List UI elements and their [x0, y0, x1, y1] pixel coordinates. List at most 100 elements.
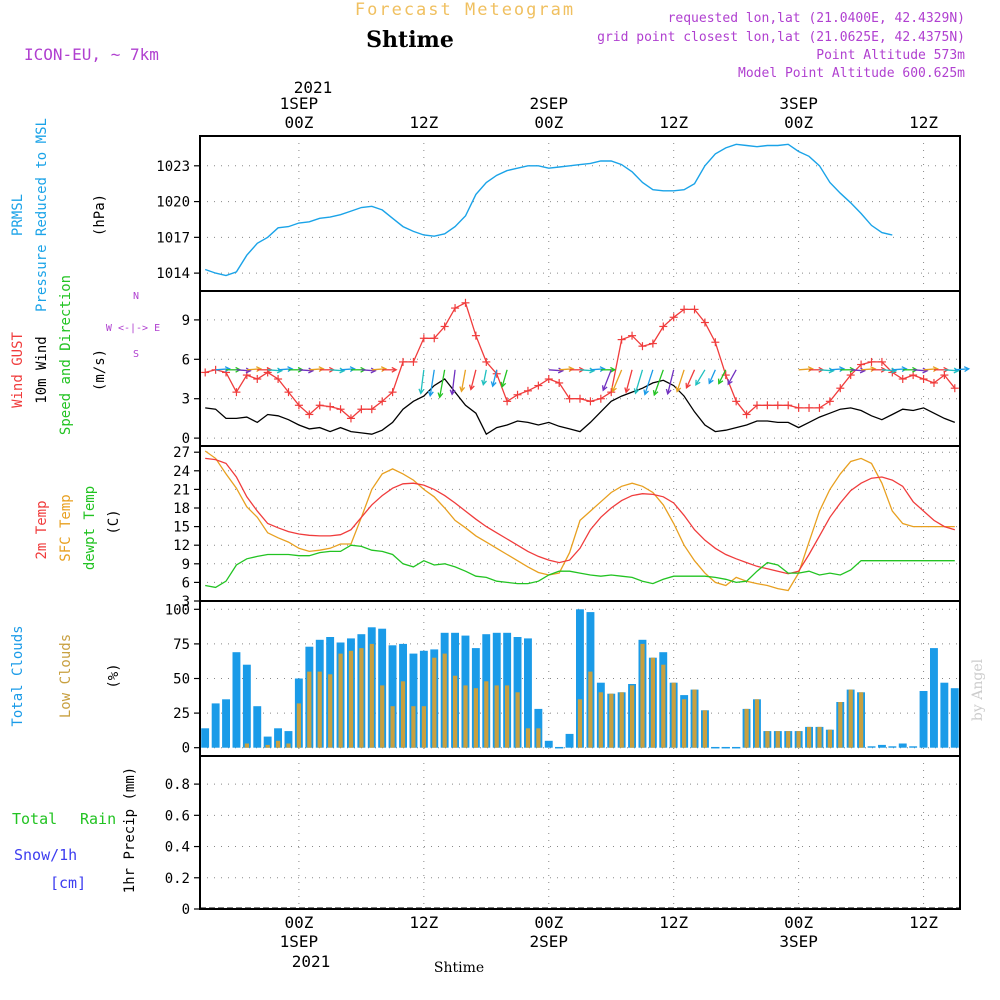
- wind-direction-arrowhead: [481, 379, 487, 387]
- low-cloud-bar: [380, 685, 385, 748]
- wind-direction-arrowhead: [922, 367, 929, 374]
- bottom-year-label: 2021: [292, 952, 331, 971]
- wind-direction-arrow: [923, 368, 938, 371]
- wind-direction-arrowhead: [245, 367, 252, 374]
- snow-label: Snow/1h: [14, 846, 77, 864]
- wind-direction-arrowhead: [717, 378, 724, 385]
- top-time-label: 3SEP: [779, 94, 818, 113]
- wind-direction-arrowhead: [224, 366, 231, 373]
- wind-direction-arrow: [278, 368, 293, 371]
- pressure-line: [204, 143, 893, 277]
- low-cloud-bar: [453, 675, 458, 748]
- wind-direction-arrowhead: [624, 387, 630, 394]
- low-cloud-bar: [296, 703, 301, 748]
- compass-west-east: W <-|-> E: [106, 323, 160, 334]
- total-cloud-bar: [576, 609, 584, 748]
- compass-south: S: [133, 349, 139, 360]
- low-cloud-bar: [775, 731, 780, 748]
- top-time-label: 12Z: [659, 113, 688, 132]
- low-cloud-bar: [244, 743, 249, 748]
- wind-direction-arrow: [267, 369, 282, 372]
- wind-direction-arrowhead: [611, 386, 617, 393]
- temperature-panel-frame: [199, 445, 961, 602]
- wind-direction-arrowhead: [901, 366, 908, 373]
- wind-direction-arrowhead: [675, 386, 682, 393]
- wind-direction-arrowhead: [708, 378, 714, 385]
- precipitation-ytick-label: 0: [182, 902, 190, 918]
- low-cloud-bar: [338, 653, 343, 748]
- low-cloud-bar: [515, 692, 520, 748]
- bottom-time-label: 00Z: [534, 913, 563, 932]
- precipitation-ytick-label: 0.4: [165, 840, 190, 856]
- model-label: ICON-EU, ~ 7km: [24, 45, 159, 64]
- temp-2m-label: 2m Temp: [34, 500, 50, 559]
- wind-direction-arrow: [612, 369, 623, 392]
- wind-direction-arrow: [482, 369, 487, 385]
- temp-sfc-label: SFC Temp: [58, 494, 74, 561]
- precipitation-ytick-label: 0.8: [165, 777, 190, 793]
- low-cloud-bar: [432, 657, 437, 748]
- pressure-panel-frame: [199, 135, 961, 292]
- total-cloud-bar: [201, 728, 210, 748]
- temperature-ytick-label: 24: [173, 464, 190, 480]
- wind-direction-arrow: [718, 369, 727, 384]
- cloud-labels: Total Clouds Low Clouds (%): [10, 625, 122, 726]
- wind-direction-arrowhead: [963, 366, 971, 373]
- wind-direction-arrow: [548, 369, 563, 372]
- low-cloud-bar: [484, 681, 489, 748]
- low-cloud-bar: [754, 699, 760, 748]
- wind-direction-arrow: [861, 368, 876, 371]
- wind-direction-arrow: [298, 369, 313, 372]
- wind-direction-arrowhead: [643, 389, 649, 396]
- wind-direction-arrow: [420, 369, 425, 394]
- pressure-ytick-label: 1020: [156, 195, 190, 211]
- wind-direction-arrowhead: [828, 367, 835, 374]
- wind-direction-arrowhead: [599, 366, 606, 373]
- wind-direction-arrow: [685, 369, 696, 389]
- low-cloud-bar: [630, 685, 635, 748]
- wind-direction-arrowhead: [557, 367, 565, 374]
- wind-direction-arrow: [850, 369, 865, 372]
- total-cloud-bar: [524, 638, 532, 748]
- wind-direction-arrow: [634, 369, 644, 394]
- pressure-label-prmsl: PRMSL: [10, 194, 26, 236]
- precip-labels: Total Rain Snow/1h [cm] 1hr Precip (mm): [12, 767, 138, 893]
- low-cloud-bar: [421, 706, 426, 748]
- low-cloud-bar: [463, 685, 468, 748]
- wind-direction-arrowhead: [839, 366, 846, 373]
- total-cloud-bar: [253, 706, 262, 748]
- total-clouds-label: Total Clouds: [10, 625, 26, 726]
- temp-sfc-line: [204, 450, 955, 592]
- clouds-ytick-label: 0: [182, 741, 190, 757]
- pressure-label-name: Pressure Reduced to MSL: [34, 118, 50, 312]
- wind-direction-arrowhead: [665, 388, 672, 396]
- wind-direction-arrow: [501, 369, 508, 387]
- total-cloud-bar: [211, 703, 220, 748]
- low-cloud-bar: [786, 731, 791, 748]
- wind-direction-arrowhead: [318, 366, 325, 373]
- wind-direction-arrowhead: [727, 379, 733, 386]
- total-cloud-bar: [388, 645, 397, 748]
- low-cloud-bar: [859, 692, 864, 748]
- wind-direction-arrowhead: [418, 388, 425, 395]
- low-cloud-bar: [838, 702, 843, 748]
- wind-gust-label: Wind GUST: [10, 332, 26, 408]
- wind-direction-arrowhead: [870, 366, 877, 373]
- clouds-ytick-label: 50: [173, 672, 190, 688]
- wind-ytick-label: 9: [182, 313, 190, 329]
- pressure-ytick-label: 1014: [156, 266, 190, 282]
- wind-direction-arrowhead: [807, 366, 814, 373]
- low-cloud-bar: [671, 682, 676, 748]
- wind-direction-arrow: [246, 368, 261, 371]
- low-cloud-bar: [640, 643, 645, 748]
- total-cloud-bar: [919, 691, 928, 748]
- low-cloud-bar: [661, 664, 666, 748]
- wind-direction-arrow: [340, 368, 355, 371]
- compass-icon: N S W <-|-> E: [106, 291, 160, 360]
- total-cloud-bar: [940, 682, 949, 748]
- low-cloud-bar: [536, 728, 541, 748]
- top-time-label: 00Z: [784, 113, 813, 132]
- low-cloud-bar: [400, 681, 406, 748]
- wind-direction-arrow: [892, 368, 907, 371]
- total-cloud-bar: [232, 652, 241, 748]
